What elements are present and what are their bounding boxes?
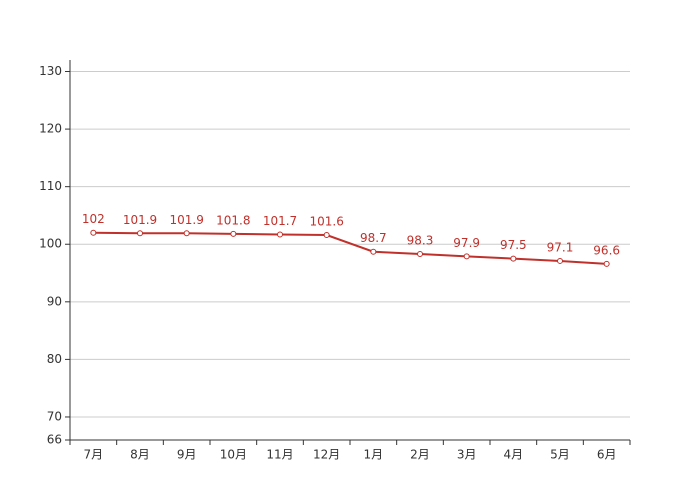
x-tick-label: 12月: [313, 448, 340, 462]
y-tick-label: 100: [39, 237, 62, 251]
point: [417, 251, 423, 258]
point: [277, 231, 283, 238]
x-tick-label: 6月: [597, 448, 617, 462]
x-tick-label: 10月: [220, 448, 247, 462]
y-tick-label: 80: [47, 352, 62, 366]
y-tick-label: 70: [47, 409, 62, 423]
point: [603, 260, 610, 267]
y-tick-label: 90: [47, 294, 62, 308]
data-label: 98.3: [407, 234, 434, 248]
point: [90, 229, 97, 236]
data-label: 101.6: [309, 215, 343, 229]
data-label: 98.7: [360, 231, 387, 245]
x-tick-label: 1月: [364, 448, 384, 462]
point: [463, 253, 470, 260]
point: [230, 230, 237, 237]
y-tick-label: 120: [39, 122, 62, 136]
point: [183, 230, 190, 237]
point: [510, 255, 517, 262]
data-label: 97.1: [547, 240, 574, 254]
x-tick-label: 3月: [457, 448, 477, 462]
data-label: 101.9: [123, 213, 157, 227]
point: [137, 230, 143, 237]
y-tick-label: 66: [47, 433, 62, 447]
y-tick-label: 130: [39, 64, 62, 78]
x-tick-label: 7月: [84, 448, 104, 462]
x-tick-label: 9月: [177, 448, 197, 462]
x-tick-label: 8月: [130, 448, 150, 462]
data-label: 97.5: [500, 238, 527, 252]
y-tick-label: 110: [39, 179, 62, 193]
x-tick-label: 2月: [410, 448, 430, 462]
point: [557, 257, 563, 264]
data-label: 101.8: [216, 213, 250, 227]
point: [323, 232, 330, 239]
data-label: 96.6: [593, 243, 620, 257]
point: [370, 248, 377, 255]
data-label: 101.7: [263, 214, 297, 228]
data-label: 101.9: [169, 213, 203, 227]
x-tick-label: 4月: [504, 448, 524, 462]
x-tick-label: 5月: [550, 448, 570, 462]
line: [93, 231, 607, 265]
data-label: 97.9: [453, 236, 480, 250]
data-label: 102: [82, 212, 105, 226]
x-tick-label: 11月: [266, 448, 293, 462]
